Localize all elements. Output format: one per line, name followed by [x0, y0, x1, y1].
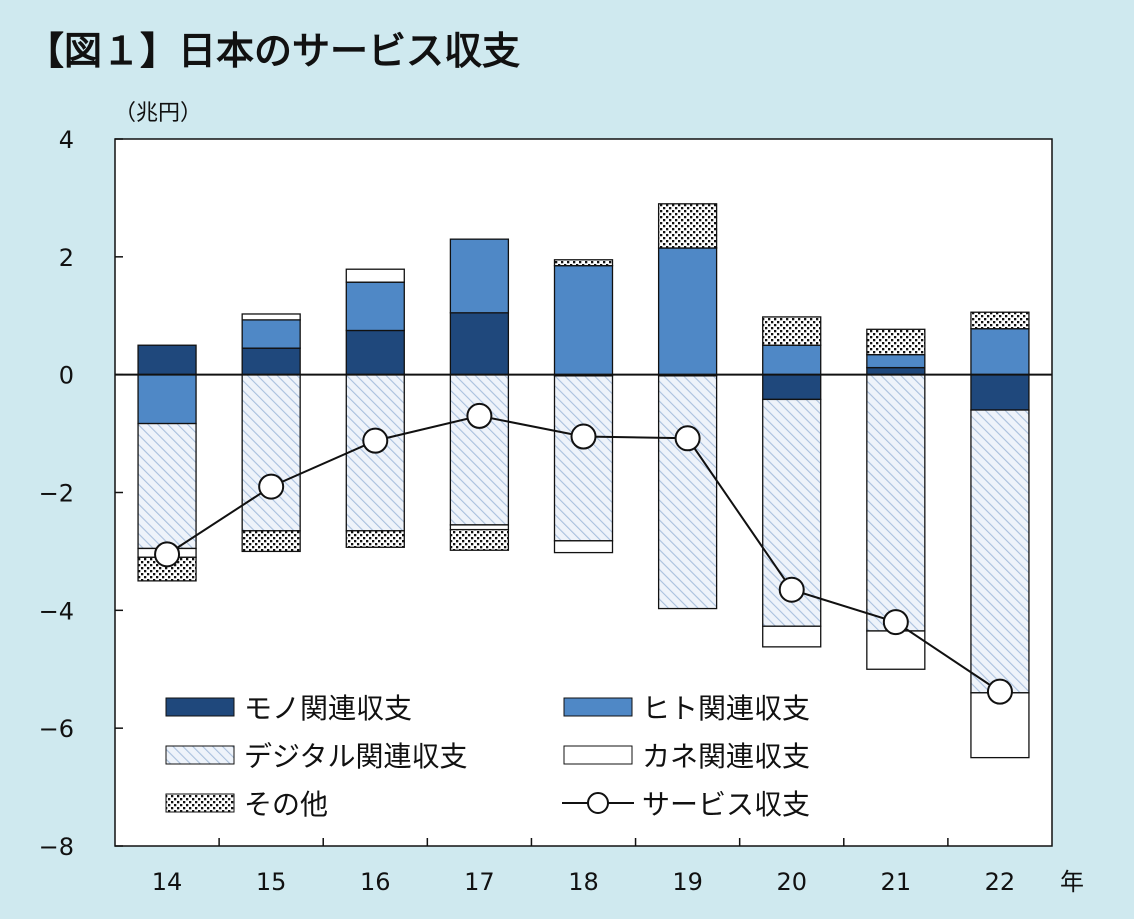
x-tick-label: 18 [568, 868, 599, 896]
line-marker [466, 402, 493, 429]
bar-segment-mono [762, 374, 822, 401]
bar-segment-other [449, 528, 510, 551]
line-marker [362, 427, 389, 454]
bar-segment-other [241, 530, 301, 553]
legend-label-mono: モノ関連収支 [244, 692, 412, 725]
x-tick-label: 14 [152, 868, 183, 896]
legend-label-hito: ヒト関連収支 [642, 692, 810, 725]
x-tick-label: 21 [881, 868, 912, 896]
y-tick-label: 2 [59, 244, 74, 272]
x-tick-label: 22 [985, 868, 1016, 896]
x-tick-label: 19 [672, 868, 703, 896]
legend-label-digital: デジタル関連収支 [244, 740, 467, 773]
legend-label-other: その他 [244, 788, 328, 821]
x-axis: 14 15 16 17 18 19 20 21 22 [152, 838, 1015, 896]
bar-segment-other [657, 203, 718, 249]
bar-segment-kane [762, 625, 822, 648]
bar-segment-other [553, 259, 614, 267]
legend-label-line: サービス収支 [642, 788, 810, 821]
bar-segment-mono [970, 374, 1030, 411]
legend-swatch-digital [165, 745, 235, 765]
bar-segment-hito [137, 374, 197, 425]
y-tick-label: −8 [39, 833, 74, 861]
legend: モノ関連収支 ヒト関連収支 デジタル関連収支 カネ関連収支 その他 サービス収支 [165, 692, 810, 821]
legend-line-marker [587, 792, 609, 814]
legend-swatch-hito [563, 697, 633, 717]
bar-segment-kane [241, 313, 301, 321]
bar-segment-digital [449, 374, 510, 526]
bar-segment-mono [449, 312, 510, 376]
y-tick-label: 4 [59, 126, 74, 154]
bar-segment-other [866, 328, 926, 356]
bar-segment-mono [866, 366, 926, 376]
bar-segment-hito [345, 281, 405, 332]
bar-segment-digital [553, 375, 614, 542]
bar-segment-digital [866, 374, 926, 632]
x-tick-label: 16 [360, 868, 391, 896]
bar-segment-hito [553, 265, 614, 376]
bar-segment-hito [449, 238, 510, 314]
y-tick-label: −4 [39, 597, 74, 625]
y-tick-label: −6 [39, 715, 74, 743]
bar-segment-digital [241, 374, 301, 532]
legend-label-kane: カネ関連収支 [642, 740, 810, 773]
legend-swatch-kane [563, 745, 633, 765]
bar-segment-mono [241, 347, 301, 376]
bar-segment-kane [449, 524, 510, 531]
line-marker [258, 473, 285, 500]
legend-swatch-other [165, 793, 235, 813]
line-marker [986, 678, 1013, 705]
bar-segment-other [345, 530, 405, 548]
bar-segment-kane [345, 268, 405, 283]
bar-segment-hito [866, 353, 926, 369]
line-marker [778, 576, 805, 603]
y-tick-label: −2 [39, 480, 74, 508]
bar-segment-kane [866, 630, 926, 670]
line-marker [882, 609, 909, 636]
bar-segment-other [762, 316, 822, 346]
bar-segment-hito [762, 344, 822, 376]
bar-segment-mono [137, 344, 197, 376]
line-marker [674, 425, 701, 452]
bar-segment-hito [241, 319, 301, 349]
chart-title: 【図１】日本のサービス収支 [26, 29, 520, 73]
legend-swatch-mono [165, 697, 235, 717]
bar-segment-kane [553, 540, 614, 554]
line-marker [154, 541, 181, 568]
bar-segment-hito [970, 328, 1030, 376]
x-tick-label: 15 [256, 868, 287, 896]
bar-segment-digital [657, 375, 718, 610]
y-unit-label: （兆円） [114, 101, 202, 126]
bar-segment-mono [345, 329, 405, 376]
x-tick-label: 20 [776, 868, 807, 896]
line-marker [570, 423, 597, 450]
y-axis: 4 2 0 −2 −4 −6 −8 [39, 126, 123, 861]
service-balance-line [154, 402, 1013, 705]
bar-segment-digital [970, 409, 1030, 694]
bar-segment-digital [137, 422, 197, 550]
y-tick-label: 0 [59, 362, 74, 390]
x-axis-suffix: 年 [1060, 868, 1084, 896]
x-tick-label: 17 [464, 868, 495, 896]
bar-segment-hito [657, 247, 718, 376]
bar-segment-other [970, 311, 1030, 330]
